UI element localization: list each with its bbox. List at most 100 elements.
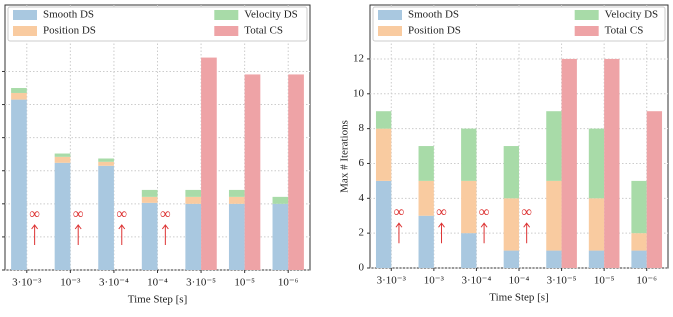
bar — [272, 203, 289, 270]
legend-swatch — [214, 26, 239, 36]
diverged-label: ∞ — [160, 206, 171, 222]
x-axis-label: Time Step [s] — [489, 292, 549, 304]
x-tick-label: 10⁻⁵ — [234, 277, 255, 289]
legend-swatch — [378, 10, 402, 20]
x-tick-label: 10⁻⁴ — [147, 277, 168, 289]
bar — [503, 198, 519, 251]
bar — [228, 203, 245, 270]
bar — [561, 58, 577, 268]
diverged-label: ∞ — [116, 206, 127, 222]
legend-label: Position DS — [43, 25, 96, 37]
bar — [185, 189, 202, 197]
bar — [588, 198, 605, 251]
bar — [185, 203, 202, 270]
y-tick-label: 10 — [353, 87, 365, 99]
diverged-label: ∞ — [479, 205, 490, 221]
diverged-arrow — [118, 224, 126, 245]
y-tick-label: 6 — [359, 157, 365, 169]
bar — [631, 180, 647, 234]
bar — [185, 196, 202, 204]
bar — [98, 158, 114, 162]
bar — [244, 74, 261, 270]
diverged-arrow — [480, 222, 488, 244]
y-tick-label: 2 — [359, 227, 365, 239]
legend-swatch — [574, 10, 599, 20]
bar — [546, 250, 562, 268]
x-tick-label: 10⁻³ — [424, 275, 445, 287]
bar — [98, 165, 114, 270]
bar — [11, 88, 27, 93]
legend-label: Velocity DS — [244, 9, 297, 21]
bar — [54, 153, 71, 157]
x-tick-label: 10⁻⁶ — [636, 275, 657, 287]
bar — [604, 58, 620, 268]
x-tick-label: 3·10⁻⁵ — [186, 277, 216, 289]
diverged-label: ∞ — [436, 205, 447, 221]
bar — [375, 180, 392, 268]
legend-label: Total CS — [605, 25, 644, 37]
diverged-arrow — [31, 224, 39, 245]
bar — [631, 250, 647, 268]
x-tick-label: 10⁻⁴ — [509, 275, 530, 287]
y-tick-label: 4 — [359, 192, 365, 204]
bar — [418, 146, 434, 181]
bar — [503, 250, 519, 268]
diverged-arrow — [395, 222, 403, 244]
x-tick-label: 10⁻⁵ — [594, 275, 615, 287]
bar — [11, 92, 27, 100]
legend-label: Smooth DS — [408, 9, 459, 21]
bar — [228, 196, 245, 204]
diverged-arrow — [161, 224, 169, 245]
legend-swatch — [574, 26, 599, 36]
bar — [418, 180, 434, 216]
bar — [201, 57, 217, 270]
x-tick-label: 10⁻⁶ — [278, 277, 299, 289]
legend-swatch — [214, 10, 239, 20]
legend-swatch — [378, 26, 402, 36]
x-tick-label: 3·10⁻⁴ — [462, 275, 492, 287]
x-tick-label: 3·10⁻³ — [12, 277, 42, 289]
bar — [461, 180, 477, 234]
bar — [503, 146, 519, 199]
bar — [228, 189, 245, 197]
diverged-arrow — [74, 224, 82, 245]
y-axis-label: Max # Iterations — [339, 120, 351, 193]
diverged-arrow — [523, 222, 531, 244]
x-tick-label: 3·10⁻³ — [377, 275, 407, 287]
bar — [54, 156, 71, 163]
legend-swatch — [13, 26, 37, 36]
bar — [141, 189, 158, 197]
bar — [375, 111, 392, 129]
bar — [461, 233, 477, 268]
bar — [588, 128, 605, 199]
bar — [98, 161, 114, 166]
diverged-arrow — [438, 222, 445, 244]
bar — [546, 180, 562, 251]
bar — [141, 202, 158, 270]
legend-label: Position DS — [408, 25, 461, 37]
bar — [461, 128, 477, 181]
bar — [272, 196, 289, 204]
y-tick-label: 8 — [359, 122, 365, 134]
bar — [418, 215, 434, 268]
legend-swatch — [13, 10, 37, 20]
bar — [11, 99, 27, 271]
bar — [54, 162, 71, 270]
legend-label: Velocity DS — [605, 9, 658, 21]
bar — [141, 196, 158, 203]
x-tick-label: 3·10⁻⁵ — [547, 275, 577, 287]
y-tick-label: 0 — [359, 262, 365, 274]
diverged-label: ∞ — [29, 206, 40, 222]
legend-label: Smooth DS — [43, 9, 94, 21]
y-tick-label: 12 — [353, 52, 364, 64]
x-tick-label: 3·10⁻⁴ — [99, 277, 129, 289]
legend-label: Total CS — [244, 25, 283, 37]
diverged-label: ∞ — [394, 205, 405, 221]
x-axis-label: Time Step [s] — [128, 294, 188, 306]
x-tick-label: 10⁻³ — [60, 277, 81, 289]
bar — [646, 111, 663, 268]
bar — [288, 74, 304, 270]
diverged-label: ∞ — [521, 205, 532, 221]
bar — [588, 250, 605, 268]
